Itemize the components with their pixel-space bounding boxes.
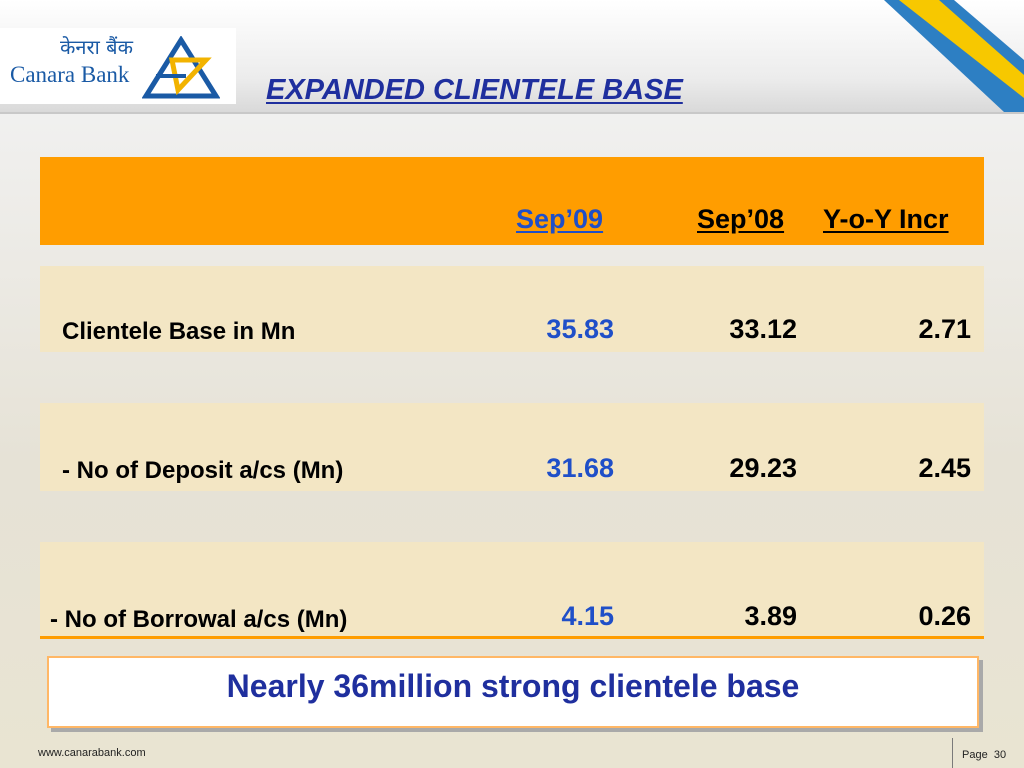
page-number-value: 30	[993, 749, 1007, 761]
table-row	[40, 542, 984, 639]
row-label: - No of Borrowal a/cs (Mn)	[50, 606, 348, 633]
logo-english-text: Canara Bank	[10, 62, 130, 87]
column-header-yoy: Y-o-Y Incr	[823, 204, 949, 234]
summary-callout: Nearly 36million strong clientele base	[47, 656, 979, 728]
table-header-band	[40, 157, 984, 245]
callout-text: Nearly 36million strong clientele base	[226, 668, 800, 704]
canara-bank-logo: केनरा बैंक Canara Bank	[0, 28, 236, 104]
cell-yoy: 0.26	[918, 601, 971, 631]
row-label: - No of Deposit a/cs (Mn)	[62, 457, 344, 484]
cell-sep08: 29.23	[729, 453, 797, 483]
slide-header: केनरा बैंक Canara Bank EXPANDED CLIENTEL…	[0, 0, 1024, 114]
page-title: EXPANDED CLIENTELE BASE	[266, 74, 683, 106]
table-row	[40, 403, 984, 491]
cell-yoy: 2.45	[918, 453, 971, 483]
cell-sep09: 35.83	[546, 314, 614, 344]
logo-hindi-text: केनरा बैंक	[60, 35, 133, 59]
column-header-sep08: Sep’08	[697, 204, 785, 234]
row-label: Clientele Base in Mn	[62, 318, 296, 345]
cell-yoy: 2.71	[918, 314, 971, 344]
column-header-sep09: Sep’09	[516, 204, 604, 234]
canara-triangle-icon	[142, 36, 220, 99]
cell-sep09: 4.15	[561, 601, 614, 631]
page-label: Page	[962, 749, 988, 761]
cell-sep09: 31.68	[546, 453, 614, 483]
table-row	[40, 266, 984, 352]
footer-url: www.canarabank.com	[38, 747, 146, 759]
corner-decoration-icon	[884, 0, 1024, 112]
cell-sep08: 33.12	[729, 314, 797, 344]
page-number: Page 30	[962, 749, 1006, 761]
footer-divider	[952, 738, 953, 768]
cell-sep08: 3.89	[744, 601, 797, 631]
